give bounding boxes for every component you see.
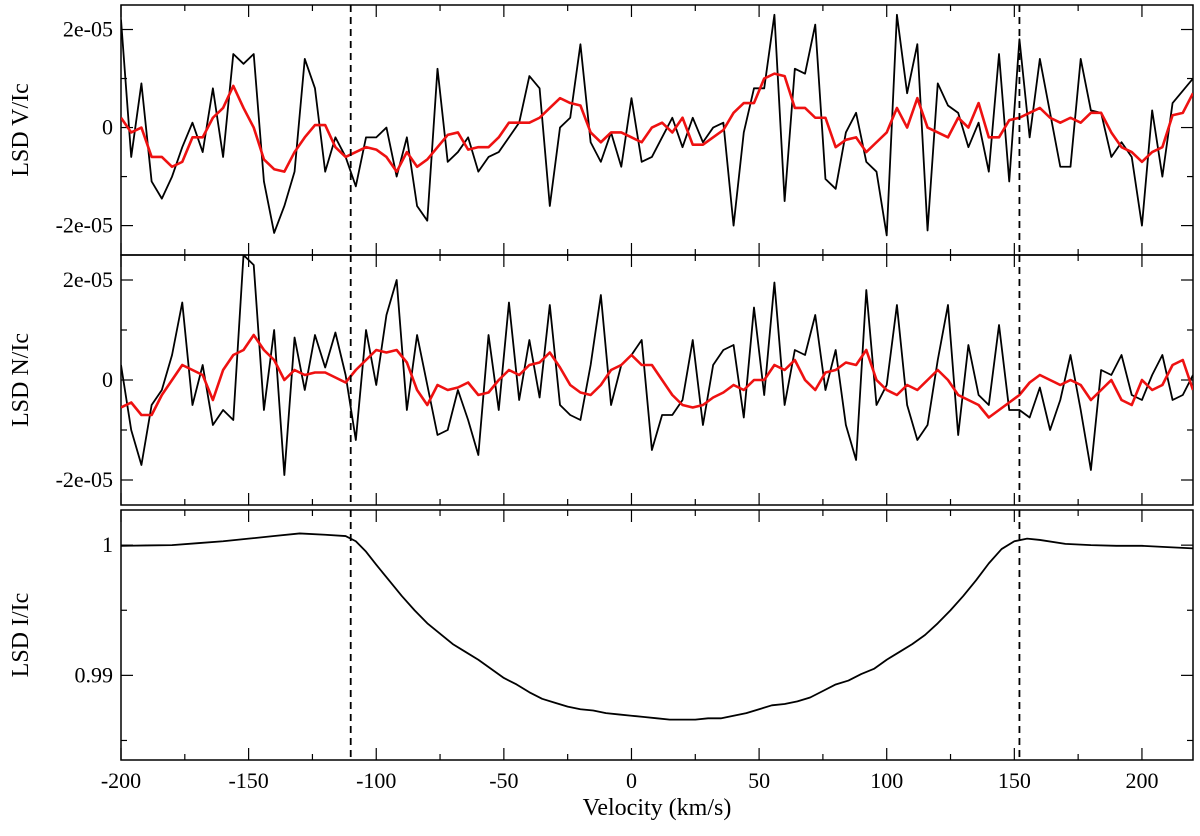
x-axis-title: Velocity (km/s) (583, 795, 732, 821)
y-tick-label: 0 (102, 367, 113, 392)
y-tick-label: 1 (102, 532, 113, 557)
series-smoothed-line (121, 333, 1193, 419)
panel-v-frame (120, 4, 1194, 256)
panel-v-ticks: -2e-05 0 2e-05 (56, 5, 1193, 255)
panel-n-ylabel: LSD N/Ic (8, 333, 34, 427)
series-intensity-line (121, 532, 1193, 721)
x-tick-label: -200 (101, 768, 141, 793)
panel-n-vlines (349, 255, 1021, 505)
panel-i-ticks: 0.99 1 (75, 510, 1193, 760)
panel-n-series (121, 255, 1193, 476)
x-tick-label: 0 (626, 768, 637, 793)
panel-v-vlines (349, 5, 1021, 255)
x-tick-label: -100 (356, 768, 396, 793)
x-tick-labels: -200 -150 -100 -50 0 50 100 150 200 (101, 768, 1159, 793)
y-tick-label: 2e-05 (63, 17, 113, 42)
series-raw-line (121, 13, 1193, 237)
y-tick-label: 0.99 (75, 662, 114, 687)
panel-n-ticks: -2e-05 0 2e-05 (56, 255, 1193, 505)
panel-i-ylabel: LSD I/Ic (8, 593, 34, 678)
x-tick-label: -150 (228, 768, 268, 793)
y-tick-label: -2e-05 (56, 467, 113, 492)
x-tick-label: 50 (748, 768, 770, 793)
x-tick-label: -50 (489, 768, 518, 793)
y-tick-label: 0 (102, 115, 113, 140)
panel-i: 0.99 1 LSD I/Ic (8, 509, 1194, 761)
panel-n: -2e-05 0 2e-05 LSD N/Ic (8, 254, 1194, 506)
panel-i-series (121, 532, 1193, 721)
panel-i-frame (120, 509, 1194, 761)
series-raw-line (121, 255, 1193, 476)
panel-v-series (121, 13, 1193, 237)
panel-v-ylabel: LSD V/Ic (8, 83, 34, 177)
y-tick-label: -2e-05 (56, 213, 113, 238)
panel-i-vlines (349, 510, 1021, 760)
series-smoothed-line (121, 72, 1193, 173)
x-tick-label: 150 (998, 768, 1031, 793)
y-tick-label: 2e-05 (63, 267, 113, 292)
x-tick-label: 200 (1125, 768, 1158, 793)
x-tick-label: 100 (870, 768, 903, 793)
panel-v: -2e-05 0 2e-05 LSD V/Ic (8, 4, 1194, 256)
